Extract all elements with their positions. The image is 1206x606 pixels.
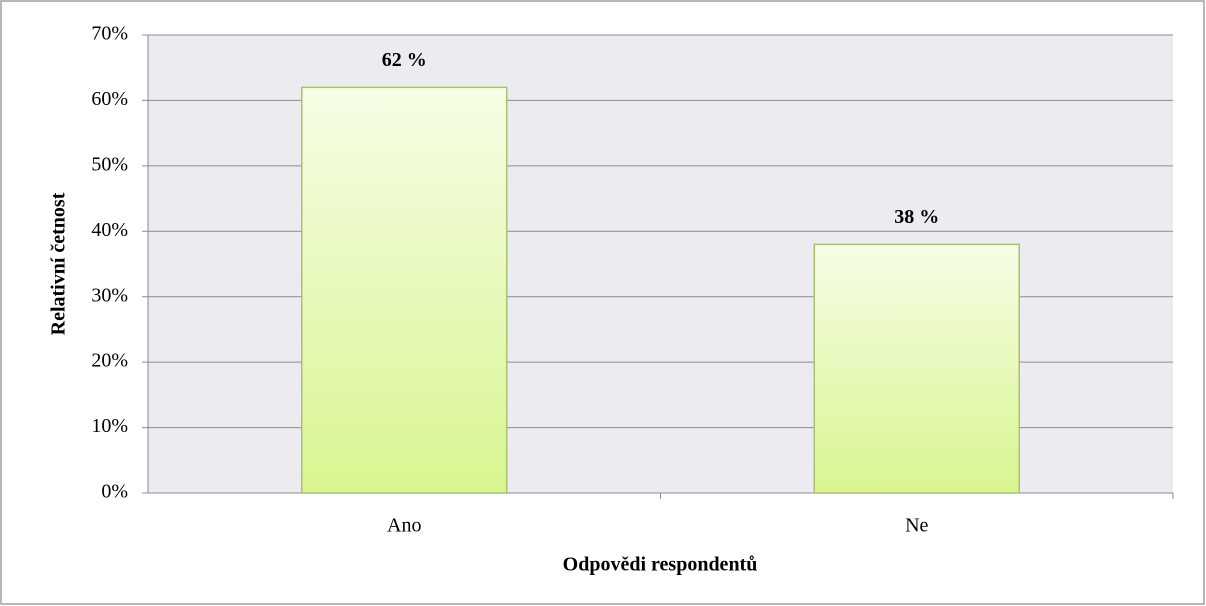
y-axis-title: Relativní četnost: [48, 192, 70, 335]
y-tick-label: 30%: [91, 284, 128, 306]
x-tick-label: Ano: [387, 515, 421, 537]
y-tick-label: 70%: [91, 23, 128, 45]
x-tick-label: Ne: [905, 515, 928, 537]
y-tick-label: 20%: [91, 350, 128, 372]
y-tick-label: 60%: [91, 88, 128, 110]
y-tick-label: 0%: [101, 481, 128, 503]
bar: [301, 86, 508, 494]
x-axis-title: Odpovědi respondentů: [563, 554, 758, 576]
y-tick-label: 40%: [91, 219, 128, 241]
y-tick-label: 50%: [91, 153, 128, 175]
data-label: 62 %: [382, 49, 427, 71]
bar: [813, 243, 1020, 494]
y-tick-label: 10%: [91, 415, 128, 437]
data-label: 38 %: [894, 206, 939, 228]
